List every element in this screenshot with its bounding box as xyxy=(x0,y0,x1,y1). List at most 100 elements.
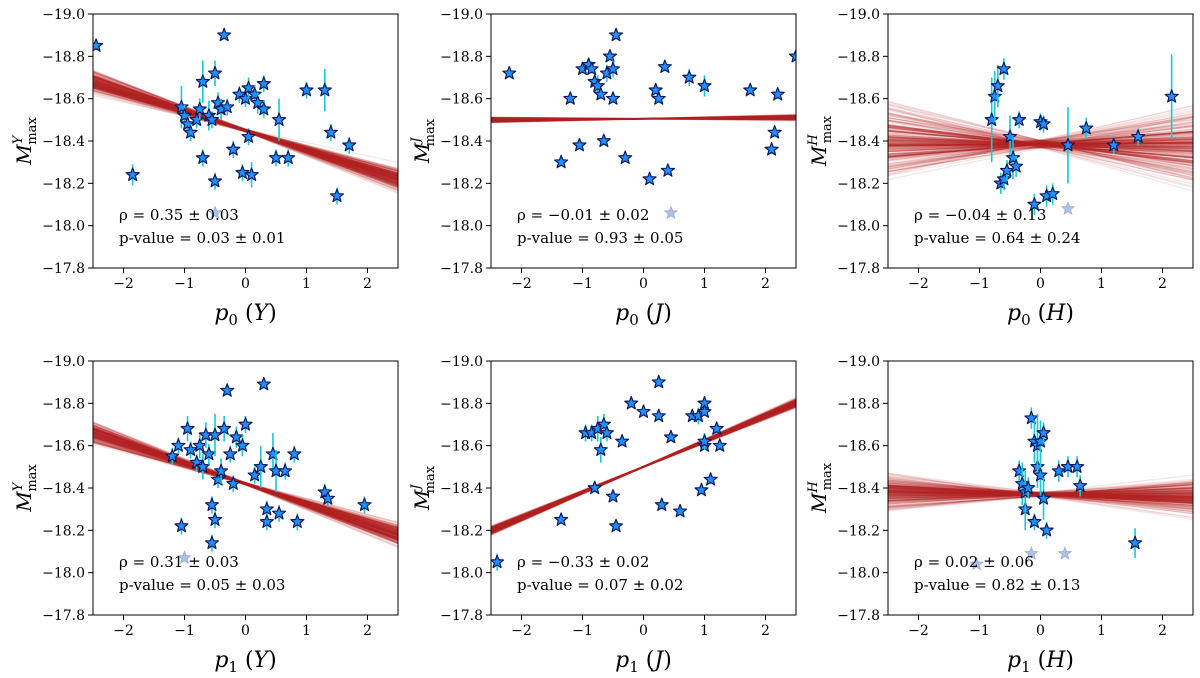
regression-line xyxy=(491,117,796,121)
regression-line xyxy=(491,399,796,534)
y-tick-label: −18.6 xyxy=(42,439,85,455)
data-point xyxy=(241,80,256,95)
regression-line xyxy=(888,113,1193,177)
regression-line xyxy=(93,83,398,180)
data-point xyxy=(271,506,287,520)
regression-line xyxy=(491,400,796,535)
data-point xyxy=(259,501,274,516)
regression-line xyxy=(93,71,398,187)
regression-line xyxy=(491,117,796,121)
regression-line xyxy=(93,82,398,179)
regression-line xyxy=(491,407,796,528)
regression-line xyxy=(888,107,1193,187)
regression-line xyxy=(491,117,796,121)
regression-line xyxy=(93,83,398,179)
regression-line xyxy=(491,114,796,124)
y-tick-label: −18.2 xyxy=(440,176,483,192)
regression-line xyxy=(93,78,398,182)
regression-line xyxy=(93,443,398,527)
data-point xyxy=(1036,116,1051,131)
regression-line xyxy=(93,429,398,540)
regression-line xyxy=(888,114,1193,174)
regression-line xyxy=(93,426,398,543)
data-point xyxy=(195,150,210,165)
regression-line xyxy=(491,116,796,122)
regression-line xyxy=(93,86,398,172)
regression-line xyxy=(491,117,796,120)
regression-line xyxy=(491,116,796,121)
regression-line xyxy=(93,76,398,185)
regression-line xyxy=(93,85,398,177)
regression-line xyxy=(93,85,398,176)
regression-line xyxy=(491,404,796,530)
regression-line xyxy=(491,400,796,533)
regression-line xyxy=(491,401,796,533)
regression-line xyxy=(93,433,398,536)
panel-p1-J: −2 −1 0 1 2 −19.0 −18.8 −18.6 −18.4 −18.2 −18.0 −17… xyxy=(409,354,797,676)
regression-line xyxy=(491,115,796,123)
regression-line xyxy=(888,121,1193,172)
regression-line xyxy=(888,107,1193,175)
regression-line xyxy=(491,398,796,535)
data-point xyxy=(554,512,569,526)
regression-line xyxy=(491,116,796,121)
regression-line xyxy=(93,83,398,176)
x-axis-label: p1 (Y) xyxy=(214,648,276,676)
data-point xyxy=(250,95,265,109)
regression-line xyxy=(93,70,398,189)
y-tick-label: −17.8 xyxy=(837,608,880,624)
regression-line xyxy=(93,438,398,529)
y-axis-label: MJmax xyxy=(409,118,438,164)
regression-line xyxy=(93,422,398,543)
y-tick-label: −18.4 xyxy=(440,481,483,497)
data-point xyxy=(256,76,271,90)
regression-line xyxy=(491,406,796,528)
regression-line xyxy=(491,400,796,534)
x-axis-label: p1 (J) xyxy=(615,648,672,676)
regression-line xyxy=(888,130,1193,158)
regression-line xyxy=(93,90,398,170)
data-point xyxy=(214,463,229,478)
plot-area xyxy=(491,374,796,571)
regression-line xyxy=(491,116,796,121)
regression-line xyxy=(888,124,1193,168)
regression-line xyxy=(491,405,796,528)
data-point xyxy=(599,425,614,440)
regression-line xyxy=(491,399,796,535)
regression-line xyxy=(491,115,796,124)
regression-line xyxy=(93,426,398,540)
regression-line xyxy=(93,432,398,535)
regression-line xyxy=(93,70,398,191)
regression-line xyxy=(93,441,398,524)
regression-line xyxy=(491,403,796,530)
regression-line xyxy=(93,438,398,529)
regression-line xyxy=(93,431,398,536)
regression-line xyxy=(93,76,398,187)
data-point xyxy=(608,27,624,42)
regression-line xyxy=(888,126,1193,159)
regression-line xyxy=(491,398,796,535)
x-tick-label: 2 xyxy=(1158,623,1167,639)
regression-line xyxy=(491,117,796,121)
regression-line xyxy=(491,117,796,121)
regression-line xyxy=(491,116,796,121)
regression-line xyxy=(888,126,1193,164)
regression-line xyxy=(93,434,398,535)
data-point xyxy=(1005,150,1021,165)
regression-line xyxy=(491,399,796,535)
regression-line xyxy=(491,400,796,534)
regression-line xyxy=(93,442,398,523)
regression-line xyxy=(491,116,796,121)
data-point xyxy=(256,101,271,116)
regression-line xyxy=(491,116,796,121)
regression-line xyxy=(491,116,796,121)
regression-line xyxy=(491,115,796,123)
regression-line xyxy=(888,123,1193,167)
regression-line xyxy=(888,112,1193,170)
regression-line xyxy=(93,84,398,177)
regression-line xyxy=(888,140,1193,155)
x-tick-label: −1 xyxy=(969,276,990,292)
regression-line xyxy=(93,78,398,186)
regression-line xyxy=(491,402,796,532)
regression-line xyxy=(888,146,1193,149)
